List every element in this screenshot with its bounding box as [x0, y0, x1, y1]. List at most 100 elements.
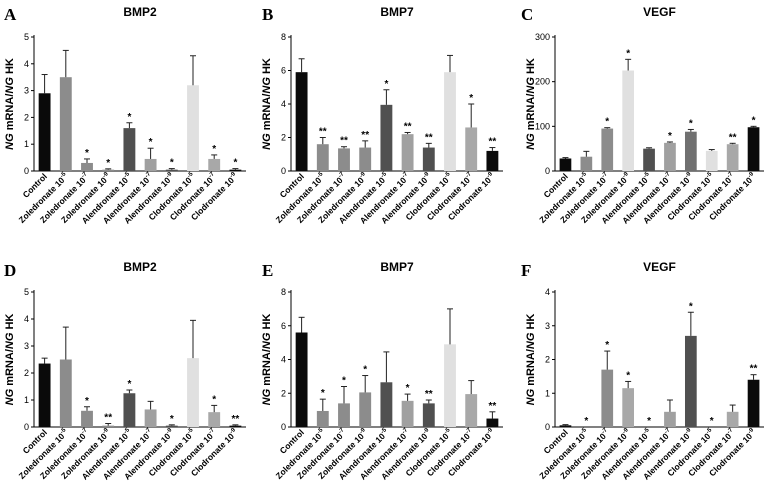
bar — [559, 425, 572, 427]
significance-marker: * — [384, 79, 388, 90]
significance-marker: * — [342, 376, 346, 387]
significance-marker: * — [647, 416, 651, 427]
significance-marker: * — [406, 383, 410, 394]
category-label-exponent: -5 — [316, 171, 324, 179]
chart-title-d: BMP2 — [123, 260, 157, 274]
y-axis-label-c: NG mRNA/NG HK — [525, 58, 537, 150]
category-label-exponent: -5 — [705, 171, 713, 179]
bar — [187, 358, 199, 427]
category-label-exponent: -9 — [102, 171, 110, 179]
y-tick-label: 2 — [281, 133, 286, 143]
bar — [59, 77, 72, 171]
y-tick-label: 0 — [24, 422, 29, 432]
y-tick-label: 1 — [545, 388, 550, 398]
bar — [684, 131, 697, 171]
category-label-exponent: -5 — [444, 427, 452, 435]
y-tick-label: 4 — [545, 287, 550, 297]
y-tick-label: 2 — [281, 388, 286, 398]
bar — [316, 410, 329, 427]
category-label-exponent: -5 — [380, 427, 388, 435]
category-label-exponent: -7 — [726, 171, 734, 179]
y-axis-label-d: NG mRNA/NG HK — [4, 314, 16, 406]
y-tick-label: 0 — [24, 166, 29, 176]
y-axis-label-part: NG — [4, 77, 16, 94]
y-axis-label-part: mRNA/ — [261, 94, 273, 134]
category-label-exponent: -9 — [102, 427, 110, 435]
y-tick-label: 8 — [281, 32, 286, 42]
panel-letter-d: D — [4, 261, 16, 280]
bar — [643, 148, 655, 171]
bar — [444, 72, 456, 171]
category-label-exponent: -9 — [165, 427, 173, 435]
y-tick-label: 5 — [24, 32, 29, 42]
significance-marker: * — [127, 379, 131, 390]
bar — [208, 158, 221, 171]
y-axis-label-part: mRNA/ — [4, 94, 16, 134]
y-tick-label: 100 — [535, 121, 550, 131]
panel-letter-b: B — [262, 5, 273, 24]
significance-marker: * — [626, 48, 630, 59]
y-axis-label-part: NG — [4, 388, 16, 405]
chart-title-e: BMP7 — [380, 260, 414, 274]
bar — [295, 332, 308, 427]
category-label-exponent: -9 — [422, 171, 430, 179]
significance-marker: * — [584, 416, 588, 427]
bar — [338, 403, 350, 427]
category-label-exponent: -7 — [401, 171, 409, 179]
y-axis-label-part: mRNA/ — [525, 94, 537, 134]
bar — [726, 411, 739, 427]
y-axis-label-part: NG — [525, 133, 537, 150]
significance-marker: * — [689, 118, 693, 129]
bar — [684, 335, 697, 427]
bar — [359, 392, 372, 427]
bar — [144, 158, 157, 171]
category-label-exponent: -9 — [747, 171, 755, 179]
significance-marker: * — [212, 144, 216, 155]
y-axis-label-part: HK — [261, 58, 273, 77]
y-tick-label: 2 — [24, 112, 29, 122]
y-axis-label-f: NG mRNA/NG HK — [525, 314, 537, 406]
panel-letter-a: A — [4, 5, 17, 24]
y-tick-label: 300 — [535, 32, 550, 42]
significance-marker: * — [469, 93, 473, 104]
category-label-exponent: -5 — [380, 171, 388, 179]
category-label-exponent: -5 — [580, 171, 588, 179]
significance-marker: ** — [340, 136, 348, 147]
y-axis-label-part: NG — [525, 77, 537, 94]
category-label-exponent: -7 — [664, 427, 672, 435]
category-label-exponent: -5 — [643, 171, 651, 179]
category-label-exponent: -5 — [444, 171, 452, 179]
bar — [465, 394, 478, 427]
significance-marker: * — [149, 137, 153, 148]
significance-marker: ** — [489, 401, 497, 412]
bar — [664, 142, 676, 171]
y-tick-label: 3 — [24, 86, 29, 96]
significance-marker: * — [752, 115, 756, 126]
bar — [144, 409, 157, 427]
category-label-exponent: -5 — [59, 171, 67, 179]
significance-marker: * — [212, 394, 216, 405]
significance-marker: * — [170, 414, 174, 425]
category-label-exponent: -9 — [486, 427, 494, 435]
y-axis-label-part: NG — [525, 332, 537, 349]
significance-marker: * — [689, 301, 693, 312]
bar — [622, 388, 635, 427]
category-label-exponent: -7 — [465, 427, 473, 435]
significance-marker: * — [605, 340, 609, 351]
category-label-exponent: -9 — [747, 427, 755, 435]
y-axis-label-part: HK — [4, 58, 16, 77]
category-label-exponent: -7 — [601, 171, 609, 179]
significance-marker: ** — [425, 389, 433, 400]
bar — [380, 104, 393, 171]
category-label-exponent: -9 — [229, 427, 237, 435]
bar — [486, 418, 499, 427]
category-label-exponent: -5 — [643, 427, 651, 435]
category-label-exponent: -7 — [81, 427, 89, 435]
category-label-exponent: -9 — [684, 171, 692, 179]
y-tick-label: 2 — [545, 355, 550, 365]
y-tick-label: 0 — [545, 422, 550, 432]
y-axis-label-part: NG — [4, 332, 16, 349]
